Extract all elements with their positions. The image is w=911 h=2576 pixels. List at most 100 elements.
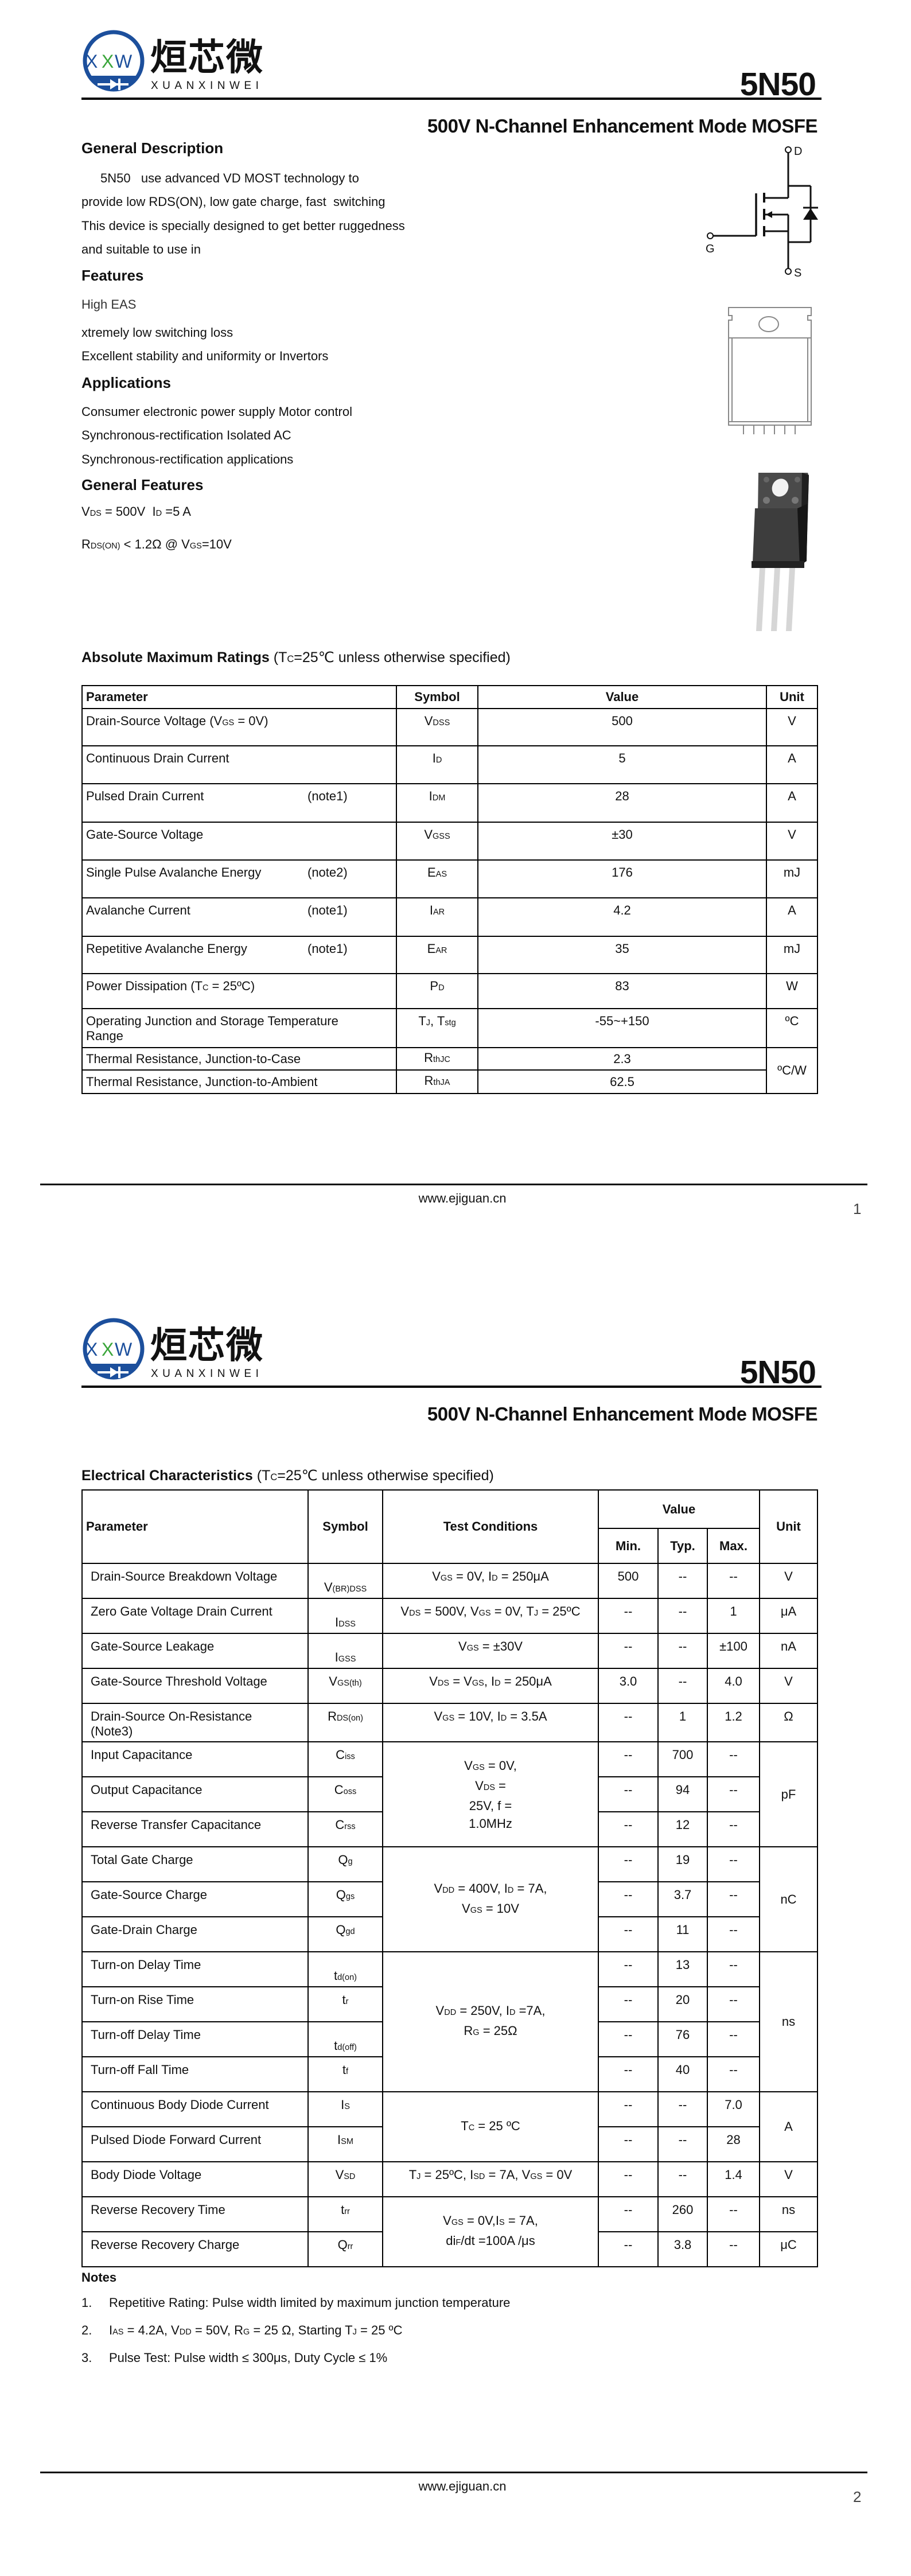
max-value: -- [729,1853,738,1867]
max-value: 1 [730,1604,737,1618]
test-condition-cell: VGS = ±30V [382,1633,599,1669]
test-condition-line: VDD = 250V, ID =7A, [383,2002,598,2022]
typ-value-cell: 3.8 [657,2231,708,2267]
text-run: V [324,1580,333,1594]
part-number: 5N50 [739,66,816,103]
ec-title: Electrical Characteristics (TC=25℃ unles… [81,1467,494,1486]
test-condition-line: VGS = 0V,IS = 7A, [383,2212,598,2232]
note-reference: (note1) [307,903,348,917]
test-condition-cell: TJ = 25ºC, ISD = 7A, VGS = 0V [382,2161,599,2197]
parameter-cell: Thermal Resistance, Junction-to-Ambient [81,1069,397,1094]
unit-cell: W [766,973,818,1009]
subscript-text: J [426,1018,431,1028]
application-item: Consumer electronic power supply Motor c… [81,404,352,419]
header-divider [81,98,822,100]
subscript-text: (BR)DSS [332,1585,367,1594]
subscript-text: DD [442,1885,455,1895]
parameter-cell: Gate-Source Voltage [81,822,397,861]
unit-text: pF [781,1787,796,1801]
subscript-text: f [346,2067,349,2076]
unit-cell: A [766,745,818,784]
unit-text: ns [781,2014,796,2029]
applications-heading: Applications [81,374,172,391]
parameter-cell: Repetitive Avalanche Energy (note1) [81,936,397,974]
table-row: Pulsed Diode Forward Current ISM -- -- 28 [81,2126,817,2162]
logo-letter: X [85,1339,98,1360]
symbol-cell: IAR [396,897,478,937]
footer-website-link[interactable]: www.ejiguan.cn [418,1191,507,1205]
typ-value-cell: -- [657,2126,708,2162]
table-row: Gate-Source Threshold Voltage VGS(th) VDS … [81,1668,818,1704]
typ-value-cell: 19 [657,1846,708,1882]
value-text: 2.3 [613,1051,631,1066]
table-header-row: Parameter Symbol Value Unit [81,685,818,709]
text-run: V [458,1639,467,1653]
subscript-text: G [473,2028,480,2037]
text-run: Continuous Drain Current [86,751,229,765]
unit-text: μC [780,2238,797,2252]
text-run: < 1.2Ω @ V [120,537,190,551]
text-run: Avalanche Current [86,903,190,917]
table-row: Avalanche Current (note1) IAR 4.2 A [81,897,818,937]
typ-value: 76 [675,2028,690,2042]
text-run: Q [336,1888,346,1902]
text-run: Pulse Test: Pulse width ≤ 300μs, Duty Cy… [109,2351,388,2365]
text-run: (T [269,649,287,666]
test-condition-line: TJ = 25ºC, ISD = 7A, VGS = 0V [383,2168,598,2184]
text-run: V [329,1674,337,1688]
value-text: 176 [612,865,633,880]
header-typ: Typ. [657,1528,708,1564]
text-run: = 0V) [234,714,268,728]
value-text: ±30 [612,827,633,842]
subscript-text: stg [445,1018,456,1028]
test-condition-cell: VGS = 10V, ID = 3.5A [382,1703,599,1742]
unit-cell: mJ [766,859,818,898]
typ-value-cell: 700 [657,1741,708,1777]
subscript-text: GS [472,1679,484,1688]
min-value-cell: -- [598,2021,659,2057]
text-run: Repetitive Avalanche Energy [86,941,247,956]
text-run: P [430,979,439,993]
text-run: = 0V,I [463,2213,500,2228]
parameter-text: Total Gate Charge [91,1853,193,1867]
parameter-cell: Reverse Recovery Charge [81,2231,309,2267]
min-value: -- [624,1958,633,1972]
subscript-text: J [416,2172,421,2181]
max-value: -- [729,1958,738,1972]
footer-website-link[interactable]: www.ejiguan.cn [418,2479,507,2493]
min-value-cell: -- [598,2231,659,2267]
text-run: Q [338,1853,348,1867]
test-condition-line: VDS = [383,1777,598,1797]
max-value-cell: 1 [707,1598,760,1634]
application-item: Synchronous-rectification Isolated AC [81,428,291,442]
min-value-cell: 500 [598,1563,659,1599]
unit-text: V [784,2168,793,2182]
table-row: Turn-on Delay Time td(on) VDD = 250V, ID =… [81,1951,818,2092]
min-value-cell: -- [598,1633,659,1669]
parameter-cell: Gate-Source Threshold Voltage [81,1668,309,1704]
min-value: -- [624,1993,633,2007]
parameter-cell: Zero Gate Voltage Drain Current [81,1598,309,1634]
typ-value: 260 [672,2203,694,2217]
subscript-text: GSS [433,832,450,841]
subscript-text: D [435,756,442,765]
text-run: = 7A, [504,2213,538,2228]
note-reference: (note1) [307,789,348,803]
note-item: 3. Pulse Test: Pulse width ≤ 300μs, Duty … [81,2351,387,2365]
unit-text: V [784,1569,793,1583]
parameter-cell: Drain-Source Voltage (VGS = 0V) [81,708,397,746]
feature-item: Excellent stability and uniformity or In… [81,349,329,363]
subscript-text: gd [345,1927,355,1936]
logo-letter: W [115,51,133,72]
package-outline-drawing [728,307,812,434]
text-run: t [342,1993,346,2007]
parameter-cell: Gate-Drain Charge [81,1916,309,1952]
note-number: 1. [81,2295,92,2310]
text-run: Pulsed Drain Current [86,789,204,803]
symbol-cell: td(on) [307,1951,383,1987]
electrical-characteristics-table: Parameter Symbol Test Conditions Value U… [81,1489,818,2267]
text-run: = 25ºC [538,1604,581,1618]
text-run: = ±30V [478,1639,523,1653]
table-row: Drain-Source Breakdown Voltage V(BR)DSS VG… [81,1563,818,1599]
text-run: Thermal Resistance, Junction-to-Ambient [86,1074,318,1089]
